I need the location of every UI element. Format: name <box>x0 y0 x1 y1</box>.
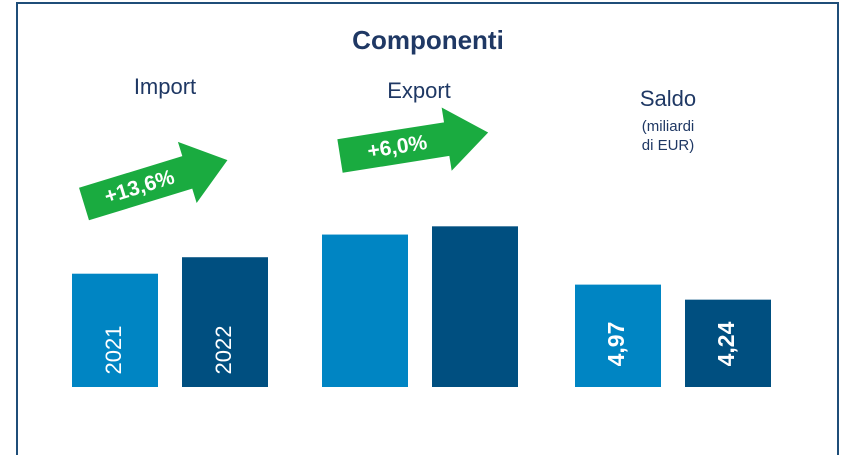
category-label: Export <box>387 78 451 103</box>
bar <box>575 284 661 387</box>
series-label: 2021 <box>101 326 126 375</box>
arrow-shape <box>337 107 489 173</box>
bar <box>72 273 158 387</box>
bar <box>432 226 518 387</box>
category-note: (miliardi <box>642 118 695 135</box>
arrow-shape <box>79 141 228 221</box>
category-note: di EUR) <box>642 137 695 154</box>
bar <box>182 257 268 387</box>
value-label: 4,97 <box>603 322 629 367</box>
frame <box>16 2 839 455</box>
chart-title: Componenti <box>352 25 504 55</box>
value-label: 4,24 <box>713 321 739 366</box>
growth-arrow: +6,0% <box>337 107 489 173</box>
category-label: Import <box>134 74 196 99</box>
series-label: 2022 <box>211 326 236 375</box>
category-label: Saldo <box>640 86 696 111</box>
bar <box>322 234 408 387</box>
bar <box>685 299 771 387</box>
